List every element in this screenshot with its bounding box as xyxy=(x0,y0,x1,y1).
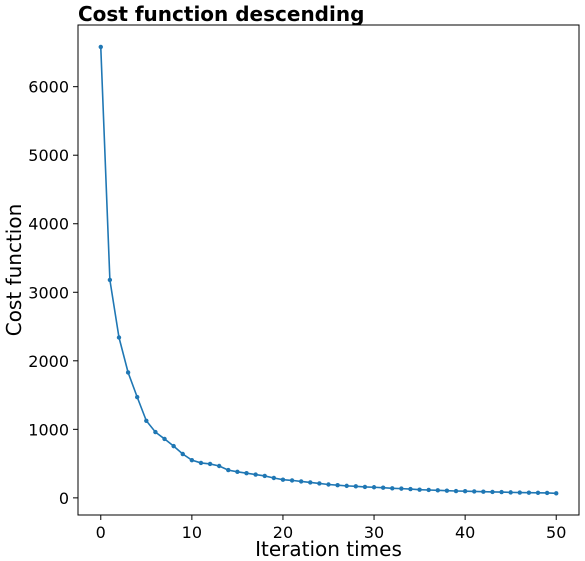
data-point xyxy=(517,490,522,495)
data-point xyxy=(262,473,267,479)
data-point xyxy=(162,436,167,442)
data-point xyxy=(253,472,258,477)
x-tick-label: 40 xyxy=(455,523,475,542)
data-point xyxy=(453,488,459,494)
data-point xyxy=(135,394,140,400)
x-tick-label: 50 xyxy=(546,523,566,542)
x-tick-label: 30 xyxy=(364,523,384,542)
data-point xyxy=(271,475,277,481)
data-point xyxy=(125,370,131,375)
data-point xyxy=(390,486,395,491)
data-point xyxy=(417,487,422,492)
y-tick-label: 6000 xyxy=(28,78,69,97)
data-point xyxy=(462,489,468,494)
data-point xyxy=(289,478,295,483)
data-point xyxy=(153,429,158,435)
data-point xyxy=(472,489,477,494)
data-point xyxy=(180,451,185,457)
data-point xyxy=(526,490,532,495)
data-point xyxy=(554,491,559,496)
data-point xyxy=(444,488,450,493)
x-tick-label: 0 xyxy=(96,523,106,542)
data-point xyxy=(380,485,386,490)
data-point xyxy=(344,483,349,489)
data-point xyxy=(98,44,103,50)
data-point xyxy=(244,470,249,476)
data-point xyxy=(544,490,550,496)
data-point xyxy=(353,484,359,489)
data-point xyxy=(481,489,486,494)
data-point xyxy=(426,487,431,493)
y-axis-label: Cost function xyxy=(2,204,26,337)
x-tick-label: 10 xyxy=(182,523,202,542)
data-point xyxy=(499,489,504,495)
data-point xyxy=(308,480,313,485)
data-point xyxy=(144,418,149,423)
data-point xyxy=(371,485,377,490)
y-tick-label: 5000 xyxy=(28,146,69,165)
axis-ticks: 0 10 20 30 40 50 0 1000 2000 3000 4000 5000 6000 xyxy=(28,78,566,542)
y-tick-label: 2000 xyxy=(28,352,69,371)
data-point xyxy=(171,443,176,449)
data-point xyxy=(198,460,204,466)
y-tick-label: 0 xyxy=(59,489,69,508)
data-point xyxy=(116,335,122,340)
data-point xyxy=(207,461,213,467)
y-tick-label: 4000 xyxy=(28,215,69,234)
x-tick-label: 20 xyxy=(273,523,293,542)
data-point xyxy=(399,486,404,491)
data-point xyxy=(335,482,340,488)
y-tick-label: 3000 xyxy=(28,283,69,302)
series-line xyxy=(99,46,557,495)
data-point xyxy=(317,481,322,486)
data-point xyxy=(298,479,304,484)
data-point xyxy=(362,484,368,490)
data-point xyxy=(216,463,222,469)
data-point xyxy=(280,477,286,482)
data-point xyxy=(235,469,240,475)
data-point xyxy=(535,490,541,495)
data-point xyxy=(408,486,413,492)
chart-title: Cost function descending xyxy=(78,2,364,26)
series-layer xyxy=(98,44,559,496)
data-point xyxy=(435,488,441,493)
data-point xyxy=(107,277,113,283)
plot-frame xyxy=(77,24,580,516)
data-point xyxy=(490,489,495,495)
y-tick-label: 1000 xyxy=(28,420,69,439)
data-point xyxy=(326,482,331,487)
data-point xyxy=(189,457,195,463)
x-axis-label: Iteration times xyxy=(255,537,402,561)
data-point xyxy=(508,490,513,495)
data-point xyxy=(226,467,231,473)
